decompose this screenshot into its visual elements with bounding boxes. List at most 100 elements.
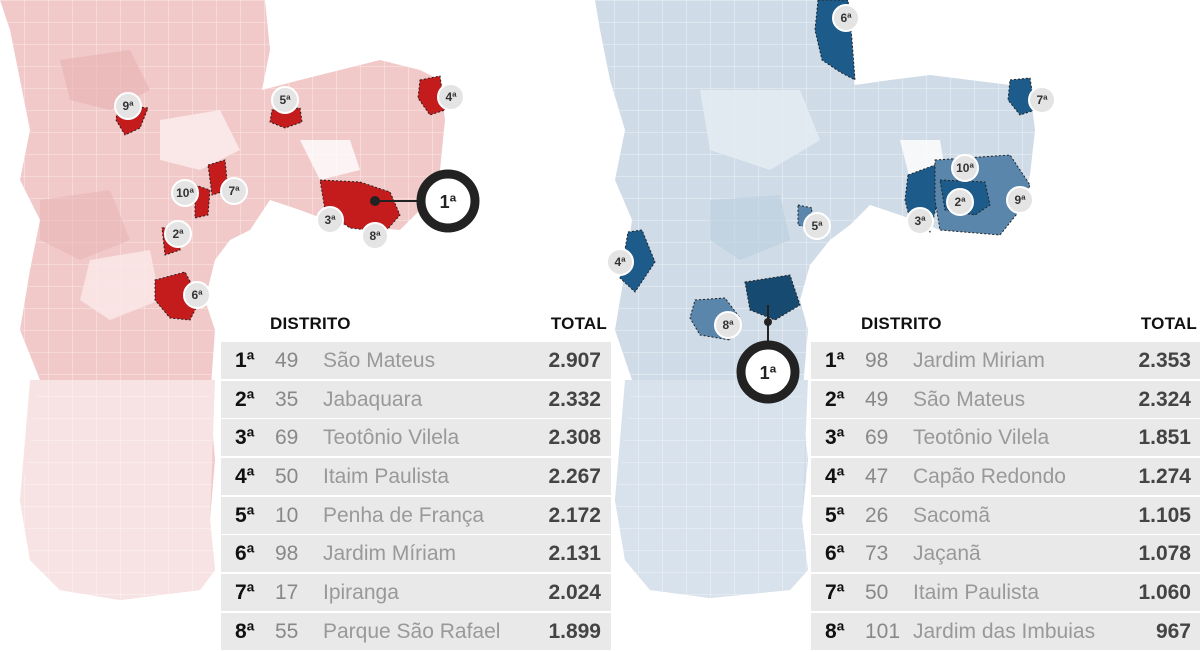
badge-8-blue: 8ª (714, 311, 742, 339)
district-number: 50 (275, 465, 299, 489)
badge-2-blue: 2ª (946, 188, 974, 216)
district-number: 73 (865, 542, 889, 566)
svg-text:8ª: 8ª (369, 229, 381, 243)
svg-text:1ª: 1ª (440, 192, 457, 212)
badge-3-red: 3ª (316, 206, 344, 234)
district-number: 98 (865, 349, 889, 372)
badge-6-blue: 6ª (832, 4, 860, 32)
svg-text:6ª: 6ª (840, 11, 852, 25)
rank: 4ª (235, 465, 255, 489)
rank: 3ª (235, 426, 255, 450)
district-name: São Mateus (323, 349, 436, 372)
total: 1.105 (1138, 503, 1191, 527)
table-row: 2ª 35 Jabaquara 2.332 (221, 380, 611, 418)
table-row: 7ª 50 Itaim Paulista 1.060 (811, 574, 1200, 612)
column-header-district: DISTRITO (861, 314, 942, 333)
district-name: Itaim Paulista (913, 581, 1040, 605)
badge-8-red: 8ª (361, 222, 389, 250)
district-number: 101 (865, 619, 901, 643)
district-name: Ipiranga (323, 581, 399, 605)
column-header-total: TOTAL (550, 314, 607, 333)
district-name: Jaçanã (913, 542, 981, 566)
total: 967 (1155, 619, 1191, 643)
table-header: DISTRITO TOTAL (811, 310, 1200, 342)
badge-4-red: 4ª (437, 83, 465, 111)
total: 1.078 (1138, 542, 1191, 566)
badge-7-red: 7ª (220, 177, 248, 205)
rank: 8ª (825, 619, 845, 643)
table-row: 7ª 17 Ipiranga 2.024 (221, 574, 611, 612)
district-number: 50 (865, 581, 889, 605)
svg-text:5ª: 5ª (279, 93, 291, 107)
district-number: 55 (275, 619, 299, 643)
badges-blue: 6ª 7ª 10ª 2ª 9ª 3ª 5ª 4ª 8ª (606, 4, 1056, 339)
svg-text:10ª: 10ª (956, 161, 974, 175)
ranking-table-blue: DISTRITO TOTAL 1ª 98 Jardim Miriam 2.353 2ª… (811, 310, 1200, 652)
district-name: Jardim das Imbuias (913, 619, 1096, 643)
district-number: 26 (865, 503, 889, 527)
svg-text:8ª: 8ª (722, 318, 734, 332)
svg-text:2ª: 2ª (172, 227, 184, 241)
district-number: 10 (275, 503, 299, 527)
table-row: 3ª 69 Teotônio Vilela 1.851 (811, 419, 1200, 457)
table-header: DISTRITO TOTAL (221, 310, 611, 342)
table-row: 4ª 47 Capão Redondo 1.274 (811, 458, 1200, 496)
svg-text:4ª: 4ª (445, 90, 457, 104)
svg-text:3ª: 3ª (914, 214, 926, 228)
table-row: 3ª 69 Teotônio Vilela 2.308 (221, 419, 611, 457)
badge-10-red: 10ª (171, 179, 199, 207)
badge-9-red: 9ª (114, 92, 142, 120)
svg-text:3ª: 3ª (324, 213, 336, 227)
badge-7-blue: 7ª (1028, 86, 1056, 114)
badge-4-blue: 4ª (606, 248, 634, 276)
total: 2.172 (548, 503, 601, 527)
badge-5-red: 5ª (271, 86, 299, 114)
badge-big-blue: 1ª (736, 340, 800, 404)
table-row: 2ª 49 São Mateus 2.324 (811, 380, 1200, 418)
rank: 2ª (825, 387, 845, 411)
total: 1.899 (548, 619, 601, 643)
total: 2.332 (548, 387, 601, 411)
district-name: Jardim Míriam (323, 542, 457, 566)
rank: 8ª (235, 619, 255, 643)
rank: 6ª (235, 542, 255, 566)
badge-3-blue: 3ª (906, 207, 934, 235)
district-number: 35 (275, 387, 299, 411)
total: 2.907 (548, 349, 601, 372)
svg-text:2ª: 2ª (954, 195, 966, 209)
table-row: 1ª 98 Jardim Miriam 2.353 (811, 342, 1200, 379)
column-header-district: DISTRITO (270, 314, 351, 333)
district-name: Capão Redondo (913, 465, 1066, 489)
total: 2.324 (1138, 387, 1191, 411)
district-number: 47 (865, 465, 889, 489)
rank: 1ª (235, 349, 255, 372)
svg-text:5ª: 5ª (811, 219, 823, 233)
total: 1.274 (1138, 465, 1191, 489)
column-header-total: TOTAL (1140, 314, 1197, 333)
rank: 6ª (825, 542, 845, 566)
district-number: 49 (275, 349, 299, 372)
total: 1.851 (1138, 426, 1191, 450)
table-row: 4ª 50 Itaim Paulista 2.267 (221, 458, 611, 496)
district-number: 69 (275, 426, 299, 450)
svg-text:7ª: 7ª (1036, 93, 1048, 107)
table-row: 8ª 101 Jardim das Imbuias 967 (811, 612, 1200, 650)
district-number: 49 (865, 387, 889, 411)
badge-6-red: 6ª (183, 281, 211, 309)
badges-red: 9ª 5ª 4ª 10ª 7ª 2ª 3ª 8ª 6ª (114, 83, 465, 309)
district-name: Jardim Miriam (913, 349, 1045, 372)
table-row: 8ª 55 Parque São Rafael 1.899 (221, 612, 611, 650)
rank: 4ª (825, 465, 845, 489)
total: 1.060 (1138, 581, 1191, 605)
district-name: Jabaquara (323, 387, 423, 411)
total: 2.353 (1138, 349, 1191, 372)
svg-text:9ª: 9ª (122, 99, 134, 113)
table-row: 6ª 73 Jaçanã 1.078 (811, 535, 1200, 573)
district-number: 69 (865, 426, 889, 450)
total: 2.131 (548, 542, 601, 566)
badge-2-red: 2ª (164, 220, 192, 248)
rank: 2ª (235, 387, 255, 411)
table-row: 6ª 98 Jardim Míriam 2.131 (221, 535, 611, 573)
district-name: Itaim Paulista (323, 465, 450, 489)
district-number: 98 (275, 542, 299, 566)
